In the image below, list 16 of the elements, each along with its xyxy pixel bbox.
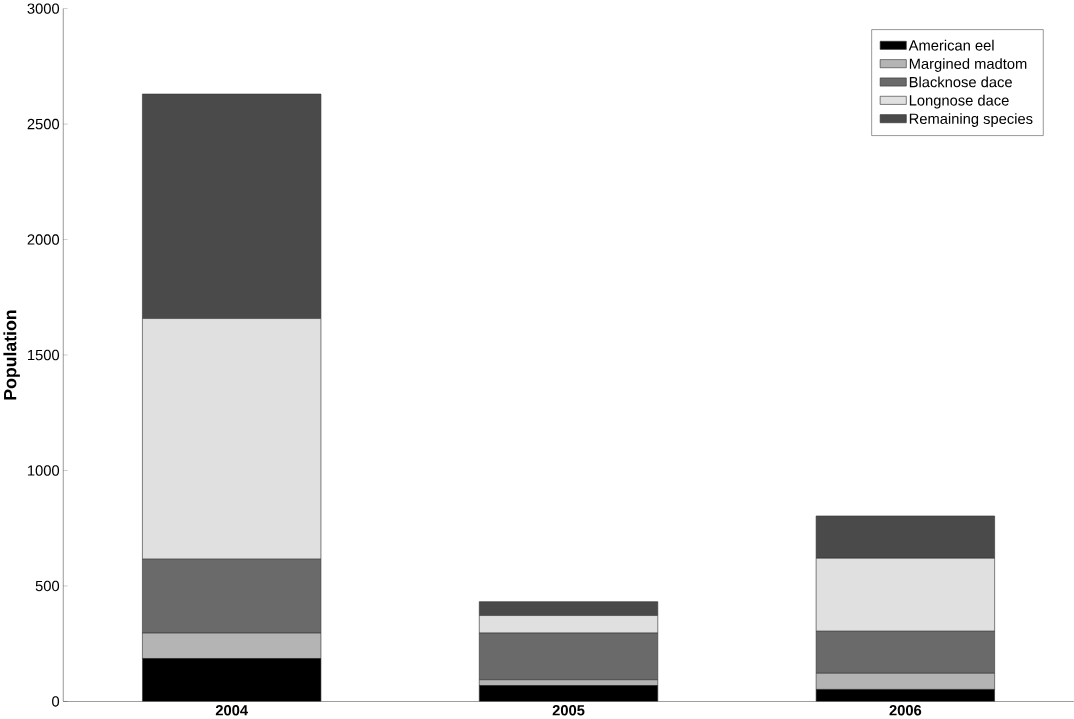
y-tick-label: 2500 [27, 118, 60, 130]
x-tick-label: 2004 [215, 705, 248, 716]
y-axis-title: Population [3, 310, 20, 400]
y-tick-label: 3000 [27, 3, 60, 14]
legend-label: Longnose dace [909, 94, 1009, 109]
legend-label: Remaining species [909, 113, 1033, 127]
legend-label: American eel [908, 39, 994, 51]
y-tick-label: 1500 [28, 349, 60, 361]
x-tick-label: 2006 [889, 705, 922, 716]
y-tick-label: 2000 [27, 234, 60, 245]
y-tick-label: 1000 [28, 465, 60, 476]
y-tick-label: 0 [52, 696, 60, 707]
legend-label: Margined madtom [909, 58, 1027, 72]
legend-label: Blacknose dace [909, 76, 1012, 88]
x-tick-label: 2005 [552, 705, 585, 716]
y-tick-label: 500 [35, 580, 60, 592]
